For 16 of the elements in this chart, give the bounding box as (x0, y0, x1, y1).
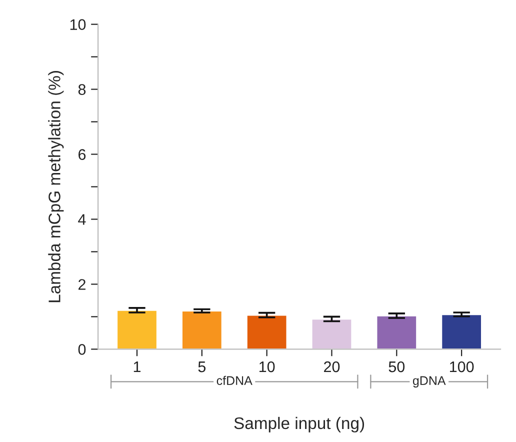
x-tick-label: 10 (259, 361, 275, 372)
x-tick-label: 5 (198, 362, 206, 372)
x-tick-label: 1 (134, 362, 140, 372)
y-axis-title: Lambda mCpG methylation (%) (48, 71, 64, 302)
x-tick-label: 20 (324, 361, 340, 372)
x-axis-title: Sample input (ng) (234, 416, 364, 432)
y-tick-label: 0 (78, 344, 86, 355)
y-tick-label: 8 (78, 84, 86, 95)
y-tick-label: 6 (78, 149, 86, 160)
x-tick-label: 100 (450, 361, 474, 372)
y-tick-label: 10 (70, 19, 86, 30)
text: gDNA (412, 376, 446, 388)
y-tick-label: 2 (78, 279, 86, 290)
text: cfDNA (216, 376, 252, 386)
y-tick-label: 4 (78, 214, 86, 225)
x-tick-label: 50 (388, 361, 405, 372)
